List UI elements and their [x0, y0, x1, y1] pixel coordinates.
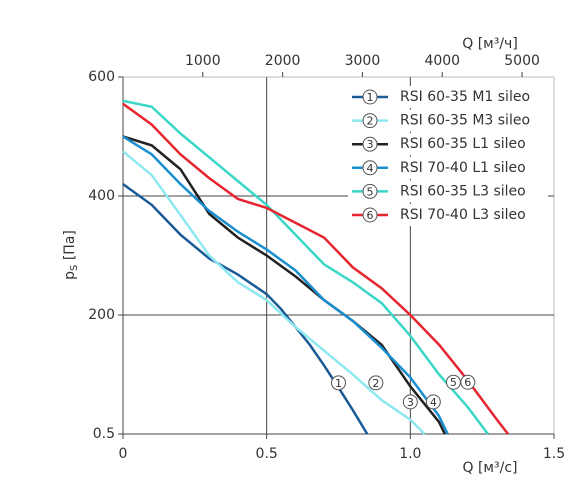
y-label-rest: [Па] [62, 230, 78, 264]
tag-label: 3 [367, 138, 374, 151]
y-tick-label: 600 [88, 69, 115, 85]
legend-label: RSI 70-40 L3 sileo [400, 207, 526, 223]
series-line [122, 183, 369, 435]
tag-circle [362, 160, 378, 176]
legend-bg [348, 86, 548, 108]
tag-label: 1 [335, 377, 342, 390]
y-label-main: p [62, 271, 78, 280]
x2-tick-label: 5000 [504, 53, 540, 69]
legend-bg [348, 133, 548, 156]
tag-circle [460, 374, 476, 390]
legend-label: RSI 70-40 L1 sileo [400, 160, 526, 176]
tag-label: 5 [450, 376, 457, 389]
tag-circle [362, 136, 378, 152]
series-line [122, 135, 446, 435]
x-axis-label: Q [м³/с] [463, 460, 518, 476]
tag-circle [368, 375, 384, 391]
x2-axis-label: Q [м³/ч] [462, 36, 518, 52]
series-line [122, 102, 510, 435]
y-tick-label: 0.5 [93, 426, 115, 442]
tag-circle [362, 207, 378, 223]
x2-tick-label: 1000 [185, 53, 221, 69]
y-label-sub: S [69, 265, 80, 271]
x2-tick-label: 2000 [265, 53, 301, 69]
tag-label: 1 [367, 91, 374, 104]
tag-circle [331, 375, 346, 391]
legend-label: RSI 60-35 L1 sileo [400, 136, 526, 152]
tag-circle [362, 89, 378, 105]
y-axis-label: pS [Па] [62, 230, 80, 280]
x-tick-label: 1.5 [543, 446, 565, 462]
x2-tick-label: 3000 [345, 53, 381, 69]
legend-bg [348, 180, 548, 203]
tag-label: 4 [367, 162, 374, 175]
x-tick-label: 1.0 [399, 446, 421, 462]
legend-label: RSI 60-35 M1 sileo [400, 89, 530, 105]
legend-bg [348, 156, 548, 179]
x2-tick-label: 4000 [424, 53, 460, 69]
y-tick-label: 200 [88, 307, 115, 323]
tag-label: 5 [367, 185, 374, 198]
legend-bg [348, 204, 548, 226]
legend-label: RSI 60-35 M3 sileo [400, 113, 530, 129]
tag-label: 2 [372, 377, 379, 390]
legend-bg [348, 109, 548, 132]
tag-circle [402, 394, 418, 410]
series-line [122, 150, 426, 435]
tag-label: 2 [367, 115, 374, 128]
x-tick-label: 0.5 [256, 446, 278, 462]
series-line [122, 135, 449, 435]
tag-label: 4 [430, 396, 437, 409]
tag-label: 3 [407, 396, 414, 409]
tag-label: 6 [367, 209, 374, 222]
tag-circle [425, 394, 441, 410]
tag-circle [362, 113, 378, 129]
x-tick-label: 0 [119, 446, 128, 462]
tag-circle [362, 183, 378, 199]
series-line [122, 99, 489, 435]
y-tick-label: 400 [88, 188, 115, 204]
tag-label: 6 [464, 376, 471, 389]
legend-label: RSI 60-35 L3 sileo [400, 183, 526, 199]
